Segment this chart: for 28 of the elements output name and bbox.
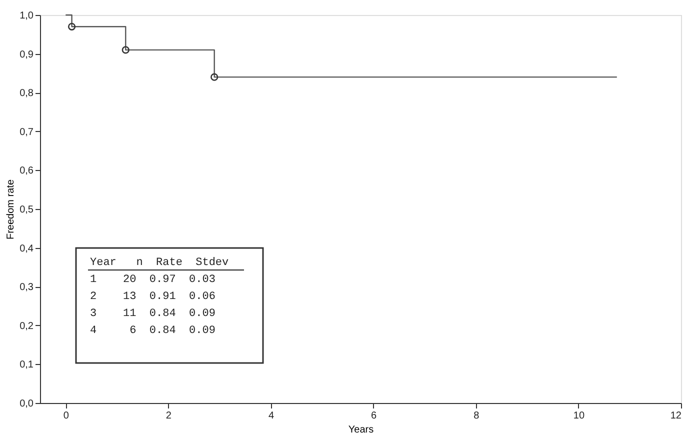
annotation: 2 13 0.91 0.06	[90, 291, 216, 303]
y-tick-label: 0,9	[20, 49, 34, 60]
y-tick-label: 0,5	[20, 204, 34, 216]
y-tick-label: 0,4	[20, 243, 34, 254]
point	[68, 22, 76, 30]
annotation: 1 20 0.97 0.03	[90, 274, 216, 286]
y-tick-label: 0,6	[20, 166, 34, 177]
x-tick-label: 0	[63, 410, 70, 422]
y-tick-label: 0,2	[20, 320, 34, 332]
annotation: Year n Rate Stdev	[90, 257, 230, 269]
y-tick-label: 0,8	[20, 88, 34, 100]
annotation: 3 11 0.84 0.09	[90, 308, 216, 320]
y-tick-label: 0,7	[20, 126, 34, 138]
y-axis-title: Freedom rate	[6, 179, 17, 240]
point	[210, 73, 218, 81]
y-tick-label: 0,1	[20, 360, 34, 371]
x-tick-label: 10	[573, 410, 585, 422]
x-axis-title: Years	[348, 424, 374, 436]
y-tick-label: 0,0	[20, 398, 34, 410]
y-tick-label: 1,0	[20, 10, 34, 22]
x-tick-label: 8	[474, 410, 480, 422]
x-tick-label: 6	[371, 410, 378, 422]
annotation: 4 6 0.84 0.09	[90, 325, 216, 337]
x-tick-label: 4	[268, 410, 274, 422]
x-tick-label: 12	[670, 410, 682, 422]
y-tick-label: 0,3	[20, 282, 34, 294]
point	[122, 46, 130, 54]
x-tick-label: 2	[166, 410, 172, 422]
